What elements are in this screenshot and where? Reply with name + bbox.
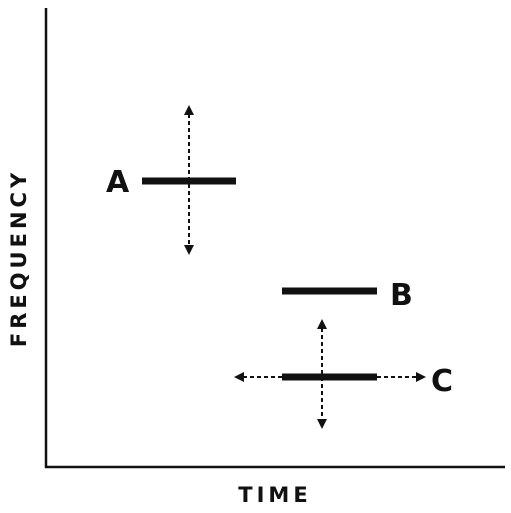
segment-c-group: C xyxy=(234,319,453,429)
segment-a-group: A xyxy=(106,105,236,255)
x-axis-label: TIME xyxy=(238,483,311,507)
segment-a-label: A xyxy=(106,165,130,200)
segment-c-label: C xyxy=(431,364,453,399)
segment-b-group: B xyxy=(282,278,413,313)
segment-b-label: B xyxy=(390,278,413,313)
y-axis-label: FREQUENCY xyxy=(7,169,31,347)
